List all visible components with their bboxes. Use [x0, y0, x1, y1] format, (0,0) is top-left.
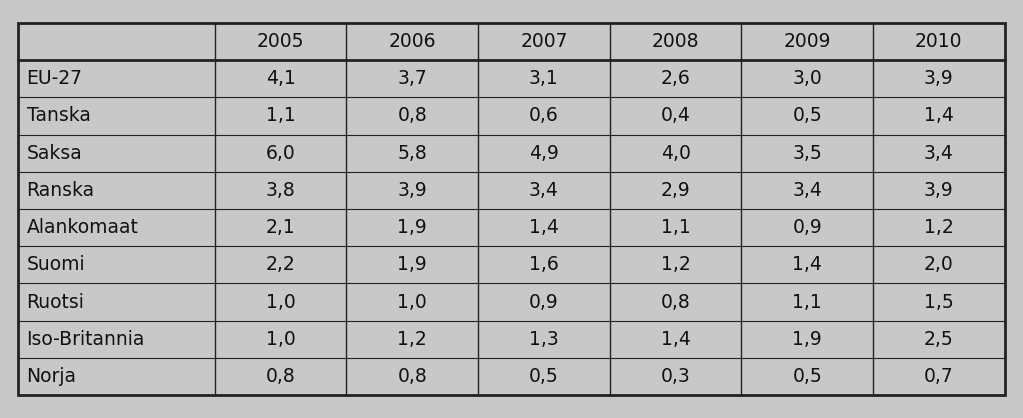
Text: Norja: Norja [27, 367, 77, 386]
Text: 2,5: 2,5 [924, 330, 953, 349]
Text: 1,2: 1,2 [661, 255, 691, 274]
Text: 3,4: 3,4 [529, 181, 559, 200]
Text: 0,5: 0,5 [792, 107, 822, 125]
Text: 1,0: 1,0 [266, 330, 296, 349]
Text: 2006: 2006 [389, 32, 436, 51]
Text: 2009: 2009 [784, 32, 831, 51]
Text: 1,6: 1,6 [529, 255, 559, 274]
Text: 1,1: 1,1 [266, 107, 296, 125]
Text: 4,9: 4,9 [529, 144, 559, 163]
Text: 1,1: 1,1 [792, 293, 822, 311]
Text: 3,1: 3,1 [529, 69, 559, 88]
Text: 0,5: 0,5 [792, 367, 822, 386]
Text: 2,1: 2,1 [266, 218, 296, 237]
Text: 0,5: 0,5 [529, 367, 559, 386]
Text: 0,9: 0,9 [792, 218, 822, 237]
Text: 1,4: 1,4 [661, 330, 691, 349]
FancyBboxPatch shape [18, 23, 1005, 395]
Text: Suomi: Suomi [27, 255, 85, 274]
Text: 4,0: 4,0 [661, 144, 691, 163]
Text: 0,9: 0,9 [529, 293, 559, 311]
Text: 3,4: 3,4 [924, 144, 953, 163]
Text: 1,2: 1,2 [924, 218, 953, 237]
Text: 2,9: 2,9 [661, 181, 691, 200]
Text: 3,9: 3,9 [397, 181, 428, 200]
Text: 0,8: 0,8 [266, 367, 296, 386]
Text: 1,0: 1,0 [266, 293, 296, 311]
Text: Iso-Britannia: Iso-Britannia [27, 330, 145, 349]
Text: 2008: 2008 [652, 32, 700, 51]
Text: 3,7: 3,7 [397, 69, 428, 88]
Text: 1,9: 1,9 [792, 330, 822, 349]
Text: 2,6: 2,6 [661, 69, 691, 88]
Text: 1,4: 1,4 [924, 107, 953, 125]
Text: 0,8: 0,8 [397, 107, 428, 125]
Text: 5,8: 5,8 [397, 144, 428, 163]
Text: 6,0: 6,0 [266, 144, 296, 163]
Text: 2,0: 2,0 [924, 255, 953, 274]
Text: 1,2: 1,2 [397, 330, 428, 349]
Text: 0,7: 0,7 [924, 367, 953, 386]
Text: 0,8: 0,8 [397, 367, 428, 386]
Text: 3,4: 3,4 [792, 181, 822, 200]
Text: Tanska: Tanska [27, 107, 90, 125]
Text: 1,3: 1,3 [529, 330, 559, 349]
Text: 3,9: 3,9 [924, 69, 953, 88]
Text: 1,0: 1,0 [397, 293, 428, 311]
Text: EU-27: EU-27 [27, 69, 83, 88]
Text: 1,9: 1,9 [397, 255, 428, 274]
Text: 2005: 2005 [257, 32, 305, 51]
Text: 0,3: 0,3 [661, 367, 691, 386]
Text: 0,4: 0,4 [661, 107, 691, 125]
Text: Ranska: Ranska [27, 181, 95, 200]
Text: 2,2: 2,2 [266, 255, 296, 274]
Text: 4,1: 4,1 [266, 69, 296, 88]
Text: Saksa: Saksa [27, 144, 82, 163]
Text: Alankomaat: Alankomaat [27, 218, 138, 237]
Text: 0,6: 0,6 [529, 107, 559, 125]
Text: 2007: 2007 [520, 32, 568, 51]
Text: 1,5: 1,5 [924, 293, 953, 311]
Text: 3,0: 3,0 [792, 69, 822, 88]
Text: 2010: 2010 [915, 32, 963, 51]
Text: 1,4: 1,4 [529, 218, 559, 237]
Text: 1,4: 1,4 [792, 255, 822, 274]
Text: 3,5: 3,5 [792, 144, 822, 163]
Text: 3,8: 3,8 [266, 181, 296, 200]
Text: 3,9: 3,9 [924, 181, 953, 200]
Text: 1,9: 1,9 [397, 218, 428, 237]
Text: Ruotsi: Ruotsi [27, 293, 85, 311]
Text: 1,1: 1,1 [661, 218, 691, 237]
Text: 0,8: 0,8 [661, 293, 691, 311]
